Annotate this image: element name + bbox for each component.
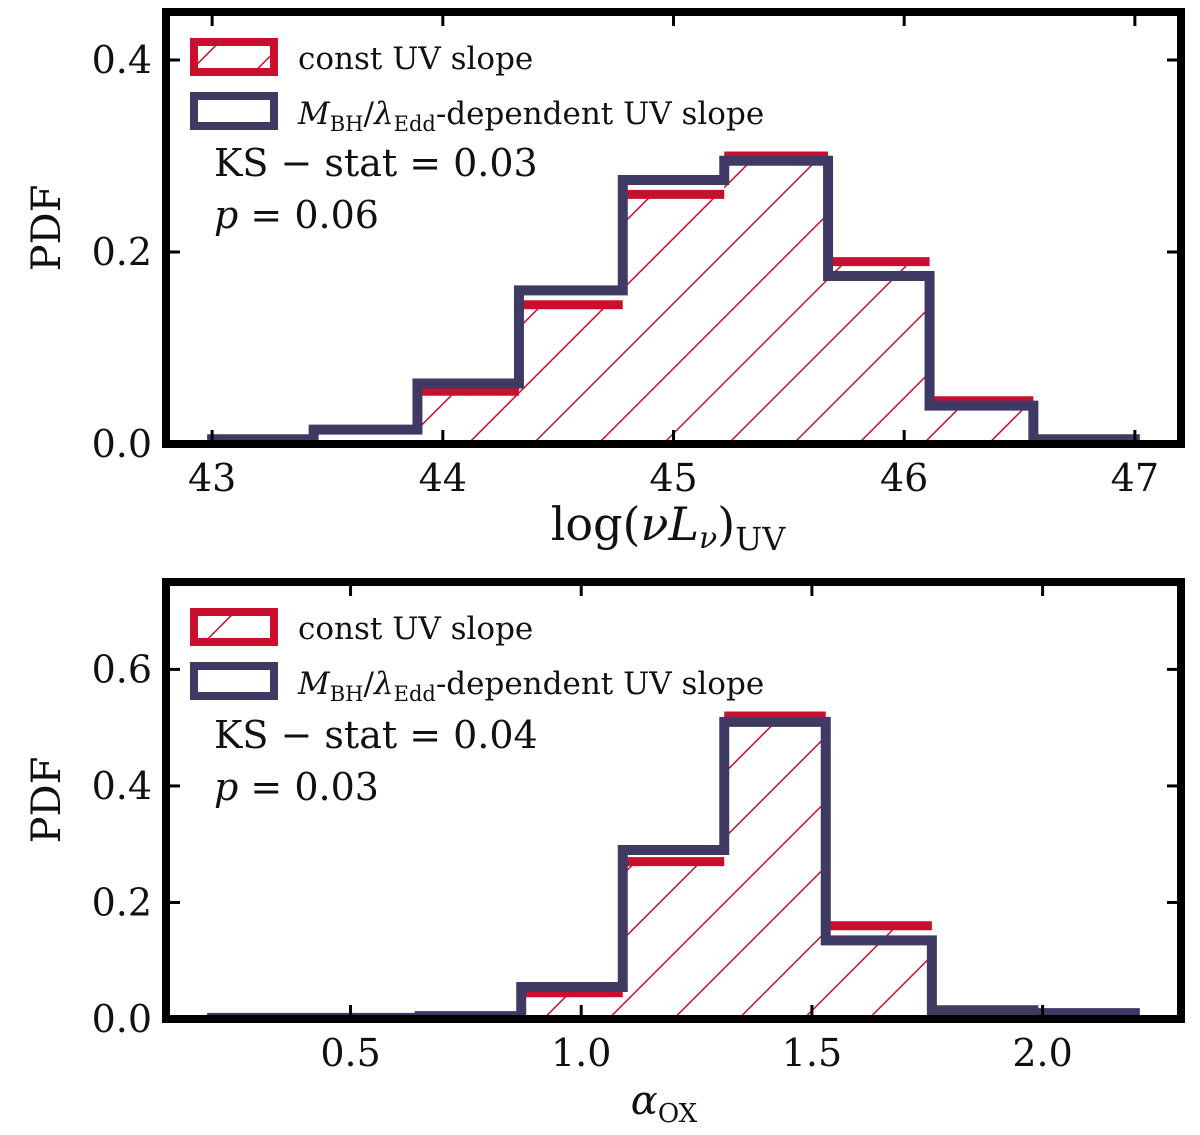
bottom-const-series-fill: [212, 716, 1135, 1019]
top-const-series-fill: [212, 156, 1135, 444]
top-x-tick-label-2: 45: [649, 456, 697, 500]
top-ks-stat-annotation: KS − stat = 0.03: [214, 141, 538, 185]
bottom-p-value-annotation: p = 0.03: [214, 765, 379, 809]
top-dependent-series-outline: [207, 155, 1140, 445]
bottom-y-tick-label-3: 0.6: [92, 647, 152, 691]
bottom-panel-frame: [162, 578, 1185, 1023]
bottom-x-tick-label-2: 1.5: [782, 1031, 842, 1075]
top-legend-label-const: const UV slope: [298, 41, 533, 77]
top-x-axis-label: log(νLν)UV: [551, 497, 787, 558]
top-y-tick-label-1: 0.2: [92, 230, 152, 274]
top-panel: 43 44 45 46 47 0.0 0.2 0.4 PDF log(νLν)UV const…: [24, 8, 1185, 558]
top-legend-swatch-const: [190, 38, 278, 76]
top-legend-label-dependent: MBH/λEdd-dependent UV slope: [297, 96, 764, 136]
top-y-axis-label: PDF: [24, 185, 70, 272]
bottom-legend-swatch-const: [190, 608, 278, 646]
top-ticks: 43 44 45 46 47 0.0 0.2 0.4: [92, 12, 1181, 500]
bottom-legend-label-dependent: MBH/λEdd-dependent UV slope: [297, 666, 764, 706]
bottom-x-tick-label-1: 1.0: [551, 1031, 611, 1075]
top-legend: const UV slope MBH/λEdd-dependent UV slo…: [190, 38, 764, 136]
bottom-legend-swatch-dependent: [190, 662, 278, 700]
top-plot-area: [207, 151, 1140, 445]
bottom-y-tick-label-1: 0.2: [92, 880, 152, 924]
bottom-x-tick-label-3: 2.0: [1012, 1031, 1072, 1075]
bottom-legend: const UV slope MBH/λEdd-dependent UV slo…: [190, 608, 764, 706]
bottom-legend-label-const: const UV slope: [298, 611, 533, 647]
top-x-tick-label-3: 46: [880, 456, 928, 500]
top-x-tick-label-0: 43: [188, 456, 236, 500]
top-y-tick-label-0: 0.0: [92, 422, 152, 466]
top-y-tick-label-2: 0.4: [92, 38, 152, 82]
top-x-tick-label-4: 47: [1111, 456, 1159, 500]
bottom-ticks: 0.5 1.0 1.5 2.0 0.0 0.2 0.4 0.6: [92, 582, 1181, 1075]
bottom-ks-stat-annotation: KS − stat = 0.04: [214, 713, 538, 757]
bottom-plot-area: [207, 711, 1140, 1023]
bottom-x-tick-label-0: 0.5: [320, 1031, 380, 1075]
bottom-y-axis-label: PDF: [24, 757, 70, 844]
top-x-tick-label-1: 44: [419, 456, 467, 500]
bottom-y-tick-label-2: 0.4: [92, 764, 152, 808]
bottom-x-axis-label: αOX: [631, 1078, 698, 1129]
top-legend-swatch-dependent: [190, 92, 278, 130]
top-p-value-annotation: p = 0.06: [214, 193, 379, 237]
bottom-y-tick-label-0: 0.0: [92, 997, 152, 1041]
bottom-panel: 0.5 1.0 1.5 2.0 0.0 0.2 0.4 0.6 PDF αOX const U…: [24, 578, 1185, 1129]
